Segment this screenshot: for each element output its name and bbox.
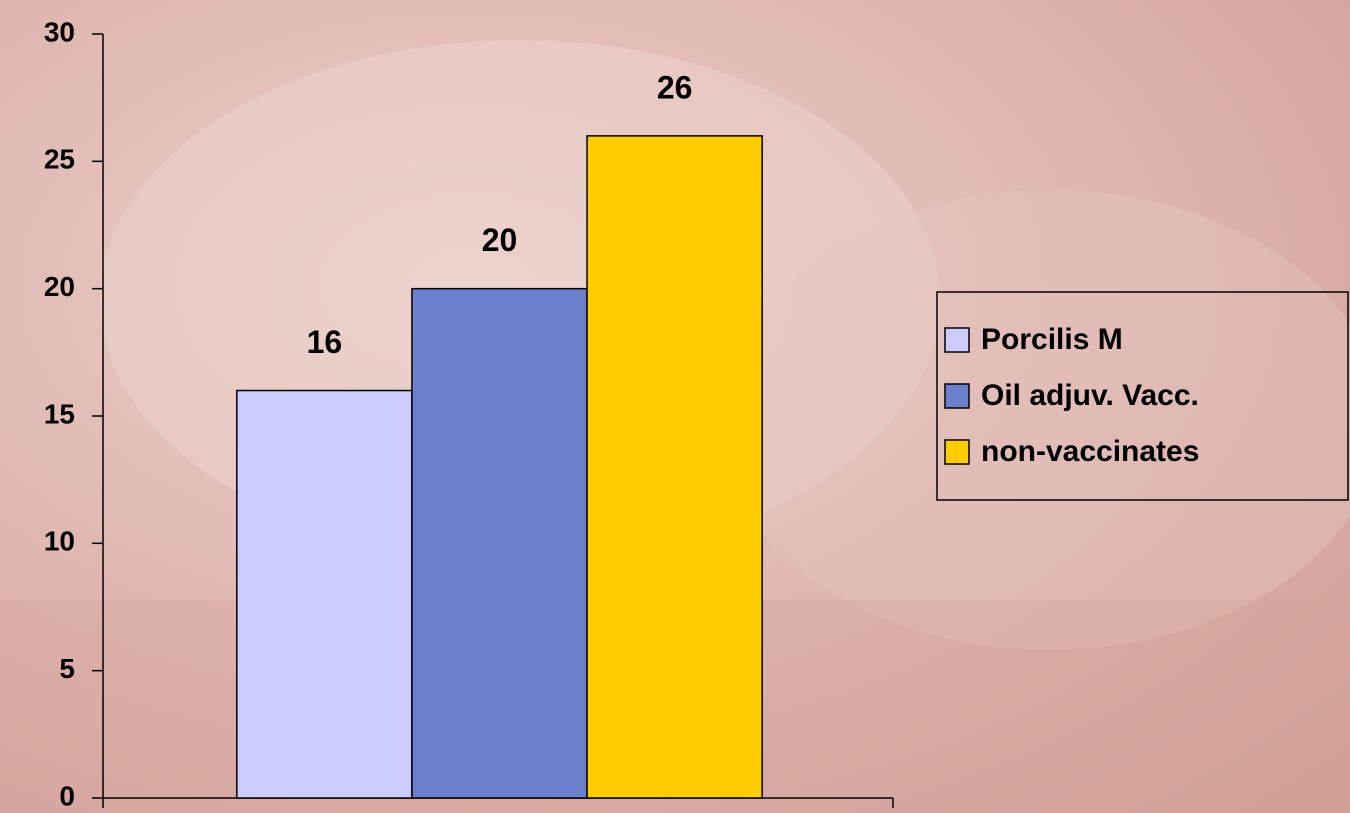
bar: [237, 391, 412, 798]
legend-swatch: [945, 328, 969, 352]
y-tick-label: 15: [44, 398, 75, 429]
y-tick-label: 30: [44, 16, 75, 47]
y-tick-label: 10: [44, 526, 75, 557]
y-tick-label: 25: [44, 144, 75, 175]
page: {"chart_data": {"type": "bar", "categori…: [0, 0, 1350, 813]
legend-label: non-vaccinates: [981, 435, 1199, 468]
legend-label: Oil adjuv. Vacc.: [981, 379, 1199, 412]
y-tick-label: 5: [59, 653, 75, 684]
chart: 0 5 10 15 20 25 30 16 20 26 Porcilis M Oil adjuv. V…: [0, 0, 1350, 813]
bar: [587, 136, 762, 798]
legend-swatch: [945, 384, 969, 408]
value-label: 20: [482, 222, 518, 258]
y-tick-label: 0: [59, 780, 75, 811]
value-label: 26: [657, 69, 693, 105]
value-label: 16: [307, 324, 343, 360]
legend-swatch: [945, 440, 969, 464]
legend-label: Porcilis M: [981, 323, 1123, 356]
background-shape: [720, 190, 1350, 650]
y-tick-label: 20: [44, 271, 75, 302]
bar: [412, 289, 587, 798]
